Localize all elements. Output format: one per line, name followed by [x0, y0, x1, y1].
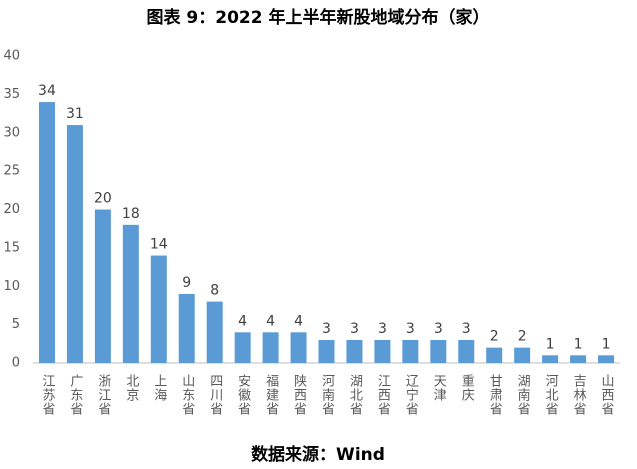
- bar: [206, 301, 223, 363]
- bar: [66, 125, 83, 363]
- bar: [290, 332, 307, 363]
- y-tick-label: 40: [3, 49, 20, 64]
- data-label: 1: [574, 336, 583, 352]
- x-tick-label: 河南省: [319, 374, 335, 416]
- x-tick-label: 江苏省: [39, 374, 55, 416]
- data-label: 31: [66, 106, 84, 122]
- bar: [374, 339, 391, 363]
- x-tick-label: 陕西省: [291, 374, 307, 416]
- bar: [234, 332, 251, 363]
- x-tick-label: 福建省: [263, 374, 279, 416]
- bar: [38, 102, 55, 364]
- bar: [318, 339, 335, 363]
- bar: [598, 355, 615, 363]
- y-tick-label: 35: [3, 87, 20, 102]
- data-label: 14: [150, 237, 168, 253]
- x-tick-label: 甘肃省: [487, 374, 503, 416]
- data-label: 9: [182, 275, 191, 291]
- data-label: 2: [518, 329, 527, 345]
- data-label: 3: [350, 321, 359, 337]
- data-label: 3: [462, 321, 471, 337]
- data-label: 3: [322, 321, 331, 337]
- y-tick-label: 25: [3, 164, 20, 179]
- x-tick-label: 河北省: [543, 374, 559, 416]
- x-tick-label: 天津: [431, 374, 447, 402]
- x-tick-label: 湖南省: [515, 374, 531, 416]
- data-label: 3: [434, 321, 443, 337]
- data-label: 4: [266, 313, 275, 329]
- y-tick-label: 5: [12, 317, 20, 332]
- bar: [542, 355, 559, 363]
- data-label: 3: [406, 321, 415, 337]
- x-tick-label: 江西省: [375, 374, 391, 416]
- bar: [514, 347, 531, 363]
- x-tick-label: 安徽省: [235, 374, 251, 416]
- y-tick-label: 30: [3, 125, 20, 140]
- x-tick-label: 北京: [123, 374, 139, 402]
- chart-source: 数据来源：Wind: [251, 444, 385, 465]
- bar: [570, 355, 587, 363]
- x-tick-label: 吉林省: [571, 374, 587, 416]
- x-tick-label: 广东省: [67, 374, 83, 416]
- data-label: 4: [294, 313, 303, 329]
- x-tick-label: 山西省: [599, 374, 615, 416]
- data-label: 20: [94, 191, 112, 207]
- x-tick-label: 辽宁省: [403, 374, 419, 416]
- bar: [486, 347, 503, 363]
- data-label: 34: [38, 83, 56, 99]
- data-label: 8: [210, 283, 219, 299]
- x-tick-label: 上海: [151, 374, 167, 402]
- data-label: 2: [490, 329, 499, 345]
- chart-title: 图表 9：2022 年上半年新股地域分布（家）: [147, 7, 490, 28]
- x-tick-label: 四川省: [207, 374, 223, 416]
- data-label: 18: [122, 206, 140, 222]
- data-label: 1: [602, 336, 611, 352]
- bar: [122, 224, 139, 363]
- bar: [346, 339, 363, 363]
- y-tick-label: 20: [3, 202, 20, 217]
- bar: [458, 339, 475, 363]
- bar: [178, 293, 195, 363]
- data-label: 4: [238, 313, 247, 329]
- bar: [150, 255, 167, 363]
- bar: [402, 339, 419, 363]
- y-tick-label: 0: [12, 356, 20, 371]
- bar: [94, 209, 111, 363]
- data-label: 1: [546, 336, 555, 352]
- x-tick-label: 山东省: [179, 374, 195, 416]
- bar: [262, 332, 279, 363]
- y-tick-label: 10: [3, 279, 20, 294]
- y-tick-label: 15: [3, 240, 20, 255]
- x-tick-label: 湖北省: [347, 374, 363, 416]
- data-label: 3: [378, 321, 387, 337]
- bar: [430, 339, 447, 363]
- x-tick-label: 重庆: [459, 373, 475, 402]
- x-tick-label: 浙江省: [95, 374, 111, 416]
